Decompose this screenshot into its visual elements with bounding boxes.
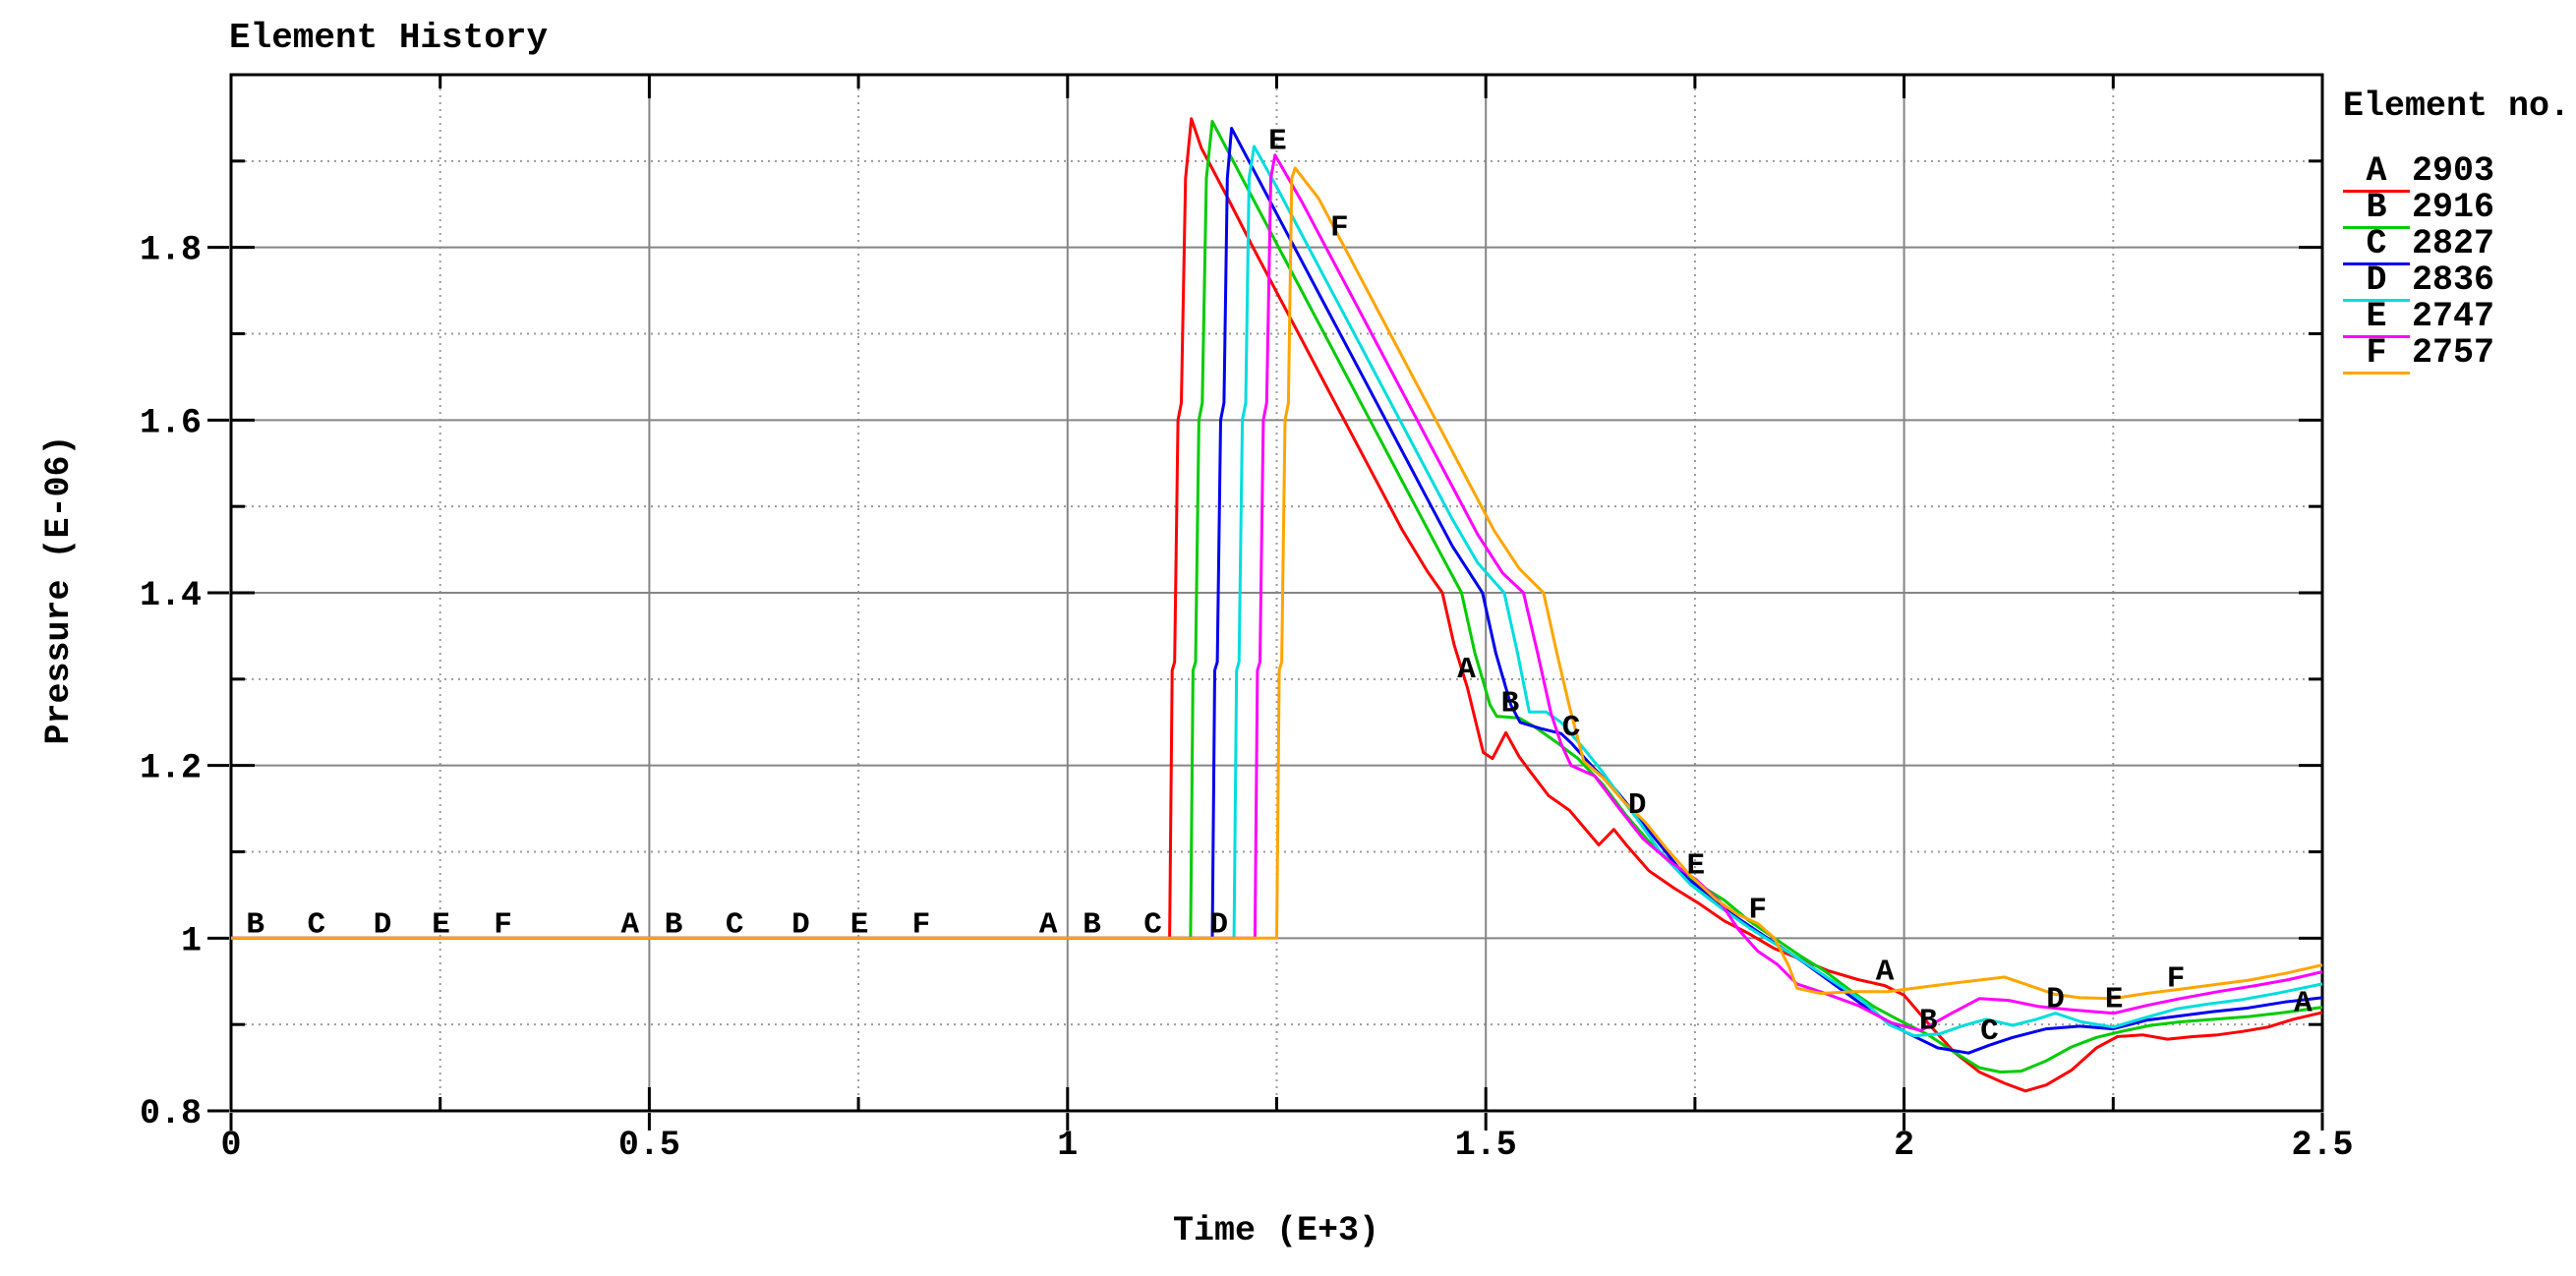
marker-letter-D: D	[791, 907, 810, 942]
legend-element-number: 2827	[2412, 224, 2495, 263]
marker-letter-F: F	[1748, 893, 1767, 927]
y-axis-title: Pressure (E-06)	[39, 435, 79, 745]
marker-letter-F: F	[2167, 962, 2186, 997]
marker-letter-B: B	[1919, 1005, 1938, 1039]
legend-key-E: E	[2343, 299, 2410, 338]
legend-element-number: 2757	[2412, 333, 2495, 373]
legend-element-number: 2836	[2412, 261, 2495, 300]
marker-letter-C: C	[307, 907, 325, 942]
marker-letter-E: E	[432, 907, 450, 942]
marker-letter-E: E	[1268, 125, 1287, 159]
y-tick-label: 1.8	[140, 231, 202, 270]
legend-key-F: F	[2343, 335, 2410, 375]
marker-letter-A: A	[1457, 653, 1476, 687]
marker-letter-E: E	[1686, 849, 1705, 884]
x-tick-label: 1.5	[1455, 1126, 1517, 1165]
marker-letter-C: C	[1980, 1015, 1999, 1049]
marker-letter-F: F	[494, 907, 512, 942]
legend-element-number: 2747	[2412, 297, 2495, 336]
legend-key-D: D	[2343, 262, 2410, 302]
marker-letter-C: C	[1143, 907, 1162, 942]
x-tick-label: 2.5	[2291, 1126, 2353, 1165]
marker-letter-A: A	[1039, 907, 1058, 942]
y-tick-label: 1.2	[140, 749, 202, 788]
marker-letter-A: A	[620, 907, 639, 942]
x-tick-label: 0	[220, 1126, 241, 1165]
marker-letter-C: C	[1562, 711, 1581, 745]
marker-letter-F: F	[1330, 211, 1349, 246]
legend-title: Element no.	[2343, 87, 2571, 126]
marker-letter-A: A	[1876, 956, 1895, 990]
x-tick-label: 0.5	[618, 1126, 680, 1165]
legend-element-number: 2903	[2412, 151, 2495, 191]
y-tick-label: 1.6	[140, 403, 202, 442]
legend-row-E: E 2747	[2343, 297, 2574, 338]
marker-letter-F: F	[912, 907, 931, 942]
marker-letter-E: E	[2105, 983, 2124, 1017]
marker-letter-E: E	[850, 907, 869, 942]
y-tick-label: 1.4	[140, 576, 202, 615]
legend-row-D: D 2836	[2343, 261, 2574, 302]
y-tick-label: 1	[181, 921, 202, 960]
legend-element-number: 2916	[2412, 188, 2495, 227]
legend-row-C: C 2827	[2343, 224, 2574, 265]
series-line-C	[231, 127, 2323, 1055]
x-tick-label: 2	[1894, 1126, 1914, 1165]
marker-letter-D: D	[374, 907, 392, 942]
chart-title: Element History	[229, 18, 549, 58]
legend-row-F: F 2757	[2343, 333, 2574, 375]
legend-rows: A 2903 B 2916 C 2827 D 2836 E 2747 F 2757	[2343, 151, 2574, 375]
legend-key-B: B	[2343, 190, 2410, 229]
legend-row-B: B 2916	[2343, 188, 2574, 229]
series-line-A	[231, 117, 2323, 1093]
marker-letter-D: D	[1628, 788, 1647, 823]
marker-letter-B: B	[665, 907, 683, 942]
marker-letter-A: A	[2294, 986, 2313, 1020]
legend-row-A: A 2903	[2343, 151, 2574, 193]
marker-letter-B: B	[1083, 907, 1101, 942]
plot-border	[229, 73, 2324, 1113]
marker-letter-D: D	[1209, 907, 1228, 942]
marker-letter-C: C	[726, 907, 744, 942]
x-tick-label: 1	[1057, 1126, 1078, 1165]
legend-key-C: C	[2343, 226, 2410, 265]
y-tick-label: 0.8	[140, 1094, 202, 1133]
marker-letter-B: B	[246, 907, 264, 942]
x-axis-title: Time (E+3)	[1172, 1211, 1380, 1250]
series-line-E	[231, 153, 2323, 1032]
legend: Element no. A 2903 B 2916 C 2827 D 2836 E 2747 F 27…	[2343, 87, 2574, 375]
marker-letter-B: B	[1501, 687, 1520, 722]
series-line-F	[231, 166, 2323, 1001]
legend-key-A: A	[2343, 153, 2410, 193]
series-line-D	[231, 145, 2323, 1038]
marker-letter-D: D	[2046, 983, 2065, 1017]
